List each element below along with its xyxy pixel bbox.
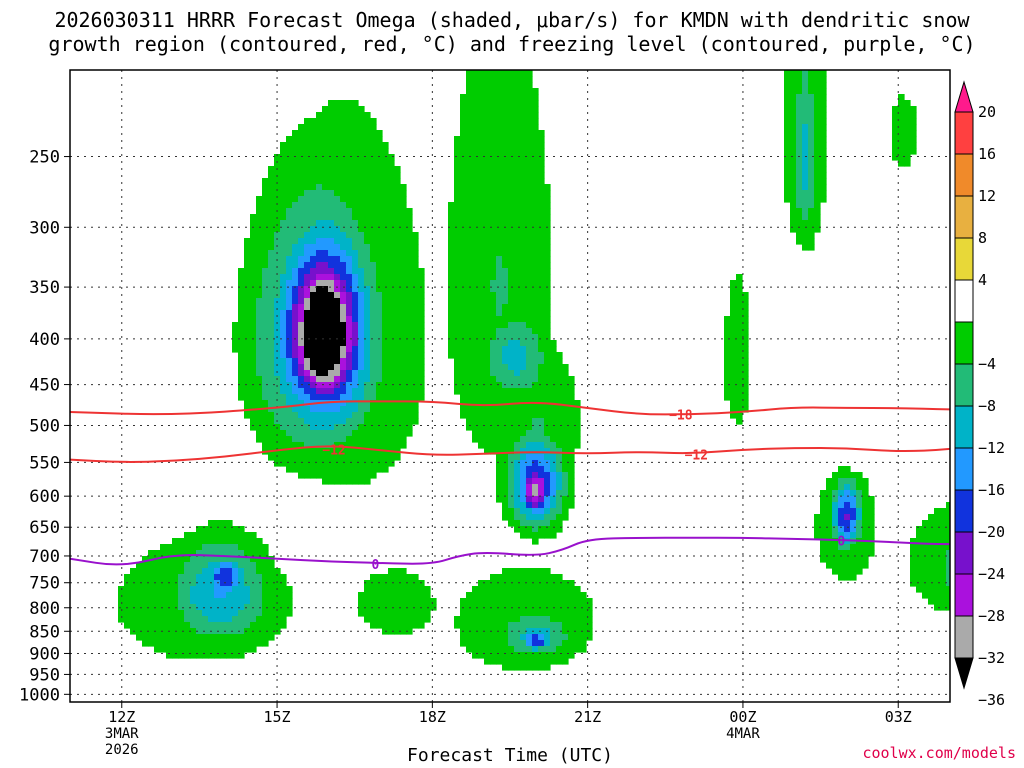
x-tick-year-12Z: 2026 — [105, 742, 139, 758]
colorbar-bin-8 — [954, 405, 974, 449]
site-credit[interactable]: coolwx.com/models — [862, 744, 1016, 762]
x-tick-label-00Z: 00Z — [729, 708, 756, 726]
x-tick-label-12Z: 12Z — [108, 708, 135, 726]
plot-frame — [69, 69, 951, 703]
y-tick-label-950: 950 — [29, 665, 60, 685]
colorbar-label-9: −20 — [978, 523, 1005, 541]
chart-title-line-1: 2026030311 HRRR Forecast Omega (shaded, … — [54, 8, 970, 32]
dgz-minus-12-line — [70, 445, 950, 463]
x-tick-label-21Z: 21Z — [574, 708, 601, 726]
colorbar-label-0: 20 — [978, 103, 996, 121]
temperature-contours: −18 −12 −12 0 0 — [70, 400, 950, 573]
colorbar-label-4: 4 — [978, 271, 987, 289]
colorbar-label-3: 8 — [978, 229, 987, 247]
omega-shading — [118, 70, 950, 671]
y-tick-label-500: 500 — [29, 416, 60, 436]
y-tick-label-250: 250 — [29, 148, 60, 168]
colorbar-bin-2 — [954, 153, 974, 197]
colorbar-label-6: −8 — [978, 397, 996, 415]
colorbar-bin-13 — [954, 615, 974, 659]
colorbar-label-10: −24 — [978, 565, 1005, 583]
y-tick-label-450: 450 — [29, 376, 60, 396]
axes: 2503003504004505005506006507007508008509… — [19, 148, 912, 758]
y-tick-label-300: 300 — [29, 218, 60, 238]
colorbar-label-1: 16 — [978, 145, 996, 163]
y-tick-label-650: 650 — [29, 518, 60, 538]
colorbar-label-12: −32 — [978, 649, 1005, 667]
colorbar-bin-6 — [954, 321, 974, 365]
y-tick-label-400: 400 — [29, 330, 60, 350]
colorbar-bin-4 — [954, 237, 974, 281]
y-tick-label-750: 750 — [29, 574, 60, 594]
colorbar-bin-7 — [954, 363, 974, 407]
grid — [70, 70, 950, 702]
colorbar-label-7: −12 — [978, 439, 1005, 457]
colorbar-label-8: −16 — [978, 481, 1005, 499]
freezing-level-0-line — [70, 536, 950, 566]
colorbar-bin-11 — [954, 531, 974, 575]
colorbar-bin-1 — [954, 111, 974, 155]
dgz-minus-18-label-0: −18 — [669, 408, 693, 423]
y-tick-label-350: 350 — [29, 278, 60, 298]
x-tick-label-03Z: 03Z — [885, 708, 912, 726]
colorbar-label-11: −28 — [978, 607, 1005, 625]
colorbar-label-13: −36 — [978, 691, 1005, 709]
x-tick-date-12Z: 3MAR — [105, 726, 139, 742]
colorbar-bin-9 — [954, 447, 974, 491]
chart-title-line-2: growth region (contoured, red, °C) and f… — [48, 32, 976, 56]
x-tick-date-00Z: 4MAR — [726, 726, 760, 742]
y-tick-label-850: 850 — [29, 622, 60, 642]
dgz-minus-12-label-1: −12 — [685, 449, 708, 464]
dgz-minus-12-label-0: −12 — [322, 444, 345, 459]
freezing-level-0-label-1: 0 — [837, 535, 845, 550]
colorbar-label-5: −4 — [978, 355, 996, 373]
x-axis-label: Forecast Time (UTC) — [407, 745, 613, 766]
dgz-minus-18-line — [70, 400, 950, 416]
colorbar-bin-12 — [954, 573, 974, 617]
x-tick-label-15Z: 15Z — [264, 708, 291, 726]
y-tick-label-900: 900 — [29, 644, 60, 664]
colorbar-bin-10 — [954, 489, 974, 533]
x-tick-label-18Z: 18Z — [419, 708, 446, 726]
freezing-level-0-label-0: 0 — [371, 558, 379, 573]
y-tick-label-600: 600 — [29, 487, 60, 507]
y-tick-label-1000: 1000 — [19, 685, 60, 705]
colorbar: 20 16 12 8 4 −4 −8 −12 −16 −20 −24 −28 −32 −36 — [954, 80, 1005, 709]
y-tick-label-700: 700 — [29, 547, 60, 567]
colorbar-bottom-arrow — [954, 657, 974, 690]
y-tick-label-550: 550 — [29, 453, 60, 473]
colorbar-top-arrow — [954, 80, 974, 113]
colorbar-bin-5 — [954, 279, 974, 323]
y-tick-label-800: 800 — [29, 599, 60, 619]
colorbar-label-2: 12 — [978, 187, 996, 205]
colorbar-bin-3 — [954, 195, 974, 239]
